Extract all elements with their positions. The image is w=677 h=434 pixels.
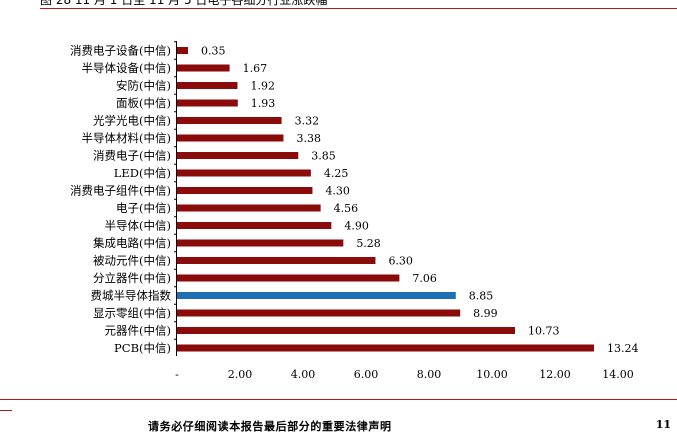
legal-disclaimer: 请务必仔细阅读本报告最后部分的重要法律声明 xyxy=(148,420,392,433)
value-label: 4.25 xyxy=(324,167,349,180)
value-label: 1.67 xyxy=(243,62,267,75)
category-label: 消费电子设备(中信) xyxy=(70,44,171,58)
category-label: 光学光电(中信) xyxy=(93,114,171,128)
value-label: 6.30 xyxy=(388,255,413,268)
bar xyxy=(177,327,515,334)
x-tick-label: 4.00 xyxy=(291,368,316,381)
bar xyxy=(177,152,299,159)
value-label: 0.35 xyxy=(201,45,226,58)
bar xyxy=(177,239,344,247)
category-label: 消费电子(中信) xyxy=(93,149,171,163)
bar xyxy=(177,47,189,54)
page-number: 11 xyxy=(655,418,671,431)
bar xyxy=(177,117,282,124)
category-label: 元器件(中信) xyxy=(105,324,171,338)
category-label: 分立器件(中信) xyxy=(93,271,171,285)
x-tick-label: 12.00 xyxy=(539,368,571,381)
bar xyxy=(177,64,230,72)
bar xyxy=(177,344,595,352)
value-label: 3.38 xyxy=(296,132,321,145)
x-tick-label: 14.00 xyxy=(602,368,634,381)
x-tick-label: - xyxy=(175,368,179,381)
figure-caption: 图 28 11 月 1 日至 11 月 5 日电子各细分行业涨跌幅 xyxy=(40,0,328,7)
footer-divider xyxy=(0,399,677,400)
value-label: 7.06 xyxy=(412,272,437,285)
value-label: 4.56 xyxy=(334,202,359,215)
bar-chart: 消费电子设备(中信) 0.35 半导体设备(中信) 1.67 安防(中信) 1.92 面板(… xyxy=(70,41,639,381)
bar xyxy=(177,274,400,282)
bar xyxy=(177,187,313,194)
value-label: 3.32 xyxy=(295,115,320,128)
value-label: 13.24 xyxy=(607,342,639,355)
category-label: 半导体(中信) xyxy=(105,219,171,233)
category-label: LED(中信) xyxy=(114,166,171,180)
bar xyxy=(177,169,311,177)
bar xyxy=(177,257,376,264)
x-tick-label: 8.00 xyxy=(417,368,442,381)
value-label: 4.30 xyxy=(325,185,350,198)
bars-group: 消费电子设备(中信) 0.35 半导体设备(中信) 1.67 安防(中信) 1.92 面板(… xyxy=(70,41,639,355)
value-label: 4.90 xyxy=(344,220,369,233)
value-label: 5.28 xyxy=(356,237,381,250)
category-label: 电子(中信) xyxy=(116,201,171,215)
x-tick-label: 6.00 xyxy=(354,368,379,381)
bar xyxy=(177,222,332,229)
x-tick-label: 10.00 xyxy=(476,368,508,381)
category-label: PCB(中信) xyxy=(114,341,171,355)
value-label: 1.93 xyxy=(251,97,275,110)
category-label: 显示零组(中信) xyxy=(93,306,171,320)
category-label: 费城半导体指数 xyxy=(91,289,172,303)
bar xyxy=(177,82,238,89)
bar xyxy=(177,309,461,317)
category-label: 消费电子组件(中信) xyxy=(70,184,171,198)
value-label: 8.99 xyxy=(473,307,498,320)
x-ticks-group: - 2.00 4.00 6.00 8.00 10.00 12.00 14.00 xyxy=(175,368,634,381)
category-label: 安防(中信) xyxy=(116,79,171,93)
bar xyxy=(177,204,321,212)
value-label: 10.73 xyxy=(528,325,560,338)
category-label: 面板(中信) xyxy=(116,96,171,110)
x-tick-label: 2.00 xyxy=(228,368,253,381)
category-label: 被动元件(中信) xyxy=(93,254,171,268)
category-label: 半导体设备(中信) xyxy=(82,61,171,75)
caption-divider xyxy=(40,8,677,9)
category-label: 半导体材料(中信) xyxy=(82,131,171,145)
bar xyxy=(177,134,284,142)
bar xyxy=(177,99,238,107)
footer-divider-left xyxy=(0,410,12,411)
bar-highlight xyxy=(177,292,456,299)
value-label: 3.85 xyxy=(311,150,336,163)
category-label: 集成电路(中信) xyxy=(93,236,171,250)
value-label: 1.92 xyxy=(250,80,274,93)
value-label: 8.85 xyxy=(469,290,494,303)
